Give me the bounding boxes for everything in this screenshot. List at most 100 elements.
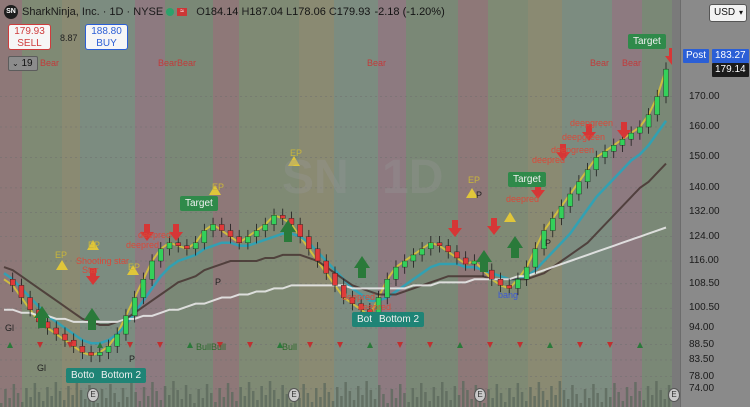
volume-bar [21, 402, 24, 407]
volume-bar [46, 387, 49, 407]
candle-body [201, 230, 208, 243]
earnings-icon[interactable]: E [474, 388, 486, 402]
volume-bar [415, 397, 419, 407]
volume-bar [537, 382, 541, 407]
volume-bar [457, 395, 461, 407]
bear-marker-icon [247, 342, 253, 348]
volume-bar [117, 402, 121, 407]
sell-arrow-icon [665, 56, 672, 65]
axis-tick-label: 78.00 [689, 370, 715, 382]
volume-bar [596, 393, 599, 407]
volume-bar [75, 381, 79, 407]
volume-bar [281, 385, 284, 407]
bear-marker-icon [337, 342, 343, 348]
volume-bar [84, 399, 87, 407]
background-band [458, 0, 488, 407]
volume-bar [529, 387, 532, 407]
volume-bar [592, 384, 595, 407]
volume-bar [235, 401, 238, 407]
volume-bar [411, 388, 415, 407]
buy-price: 188.80 [91, 26, 122, 37]
volume-bar [113, 393, 116, 407]
candle-body [654, 96, 660, 116]
buy-arrow-icon [88, 320, 96, 330]
volume-bar [29, 397, 32, 407]
volume-bar [533, 396, 536, 407]
candle-body [593, 157, 600, 170]
volume-bar [277, 399, 280, 407]
currency-select[interactable]: USD ▾ [709, 4, 747, 22]
buy-button[interactable]: 188.80 BUY [85, 24, 128, 50]
volume-bar [617, 392, 620, 407]
target-label: Target [628, 34, 666, 49]
candle-body [454, 251, 460, 259]
spread-value: 8.87 [60, 33, 78, 43]
candle-body [53, 327, 59, 335]
volume-bar [516, 383, 520, 407]
buy-arrow-icon [84, 308, 100, 320]
volume-bar [12, 384, 16, 407]
volume-bar [71, 395, 74, 407]
volume-bar [655, 381, 658, 407]
candle-body [619, 138, 626, 146]
volume-bar [651, 395, 654, 407]
volume-bar [79, 390, 83, 407]
volume-bar [583, 389, 587, 407]
bull-marker-icon [457, 342, 463, 348]
volume-bar [273, 390, 276, 407]
volume-bar [138, 401, 142, 407]
shooting-star-label: Shooting star [76, 256, 130, 266]
p-label: P [215, 277, 222, 287]
volume-bar [184, 385, 188, 407]
volume-bar [155, 391, 158, 407]
candle-body [297, 224, 303, 237]
volume-bars [0, 381, 671, 407]
earnings-icon[interactable]: E [87, 388, 99, 402]
volume-bar [554, 395, 557, 407]
volume-bar [445, 391, 448, 407]
volume-bar [369, 390, 373, 407]
ep-triangle-icon [56, 260, 68, 270]
flag-icon[interactable]: ≈ [177, 8, 188, 16]
candles [10, 62, 669, 363]
bear-marker-icon [37, 342, 43, 348]
volume-bar [466, 390, 469, 407]
earnings-icon[interactable]: E [668, 388, 680, 402]
sell-arrow-icon [487, 226, 501, 235]
axis-tick-label: 132.00 [689, 206, 720, 218]
sell-label: SELL [17, 38, 42, 49]
symbol-logo[interactable]: SN [4, 5, 18, 19]
volume-bar [176, 390, 179, 407]
deepgreen-label: deepgreen [570, 118, 614, 128]
candle-body [210, 224, 216, 231]
volume-bar [491, 398, 494, 407]
earnings-icon[interactable]: E [288, 388, 300, 402]
volume-bar [625, 387, 629, 407]
bear-marker-icon [607, 342, 613, 348]
signal-markers [7, 48, 672, 348]
volume-bar [231, 392, 234, 407]
indicators-toggle-button[interactable]: ⌄ 19 [8, 56, 38, 71]
candle-body [184, 245, 190, 250]
ep-triangle-icon [87, 240, 99, 250]
ep-label: EP [128, 262, 141, 272]
candle-body [288, 218, 295, 225]
sell-button[interactable]: 179.93 SELL [8, 24, 51, 50]
axis-tick-label: 100.50 [689, 302, 720, 314]
symbol-title[interactable]: SharkNinja, Inc. · 1D · NYSE [22, 6, 164, 18]
volume-bar [567, 399, 570, 407]
volume-bar [340, 396, 343, 407]
candle-body [663, 68, 669, 97]
volume-bar [319, 397, 322, 407]
candle-body [192, 242, 199, 250]
bull-marker-icon [97, 342, 103, 348]
post-label-tag: Post [683, 49, 710, 63]
bear-label: Bear [367, 58, 387, 68]
sell-arrow-icon [621, 122, 627, 130]
candle-body [419, 248, 425, 256]
volume-bar [357, 386, 360, 407]
volume-bar [222, 397, 226, 407]
buy-arrow-icon [38, 318, 46, 328]
volume-bar [487, 389, 490, 407]
volume-bar [495, 384, 499, 407]
